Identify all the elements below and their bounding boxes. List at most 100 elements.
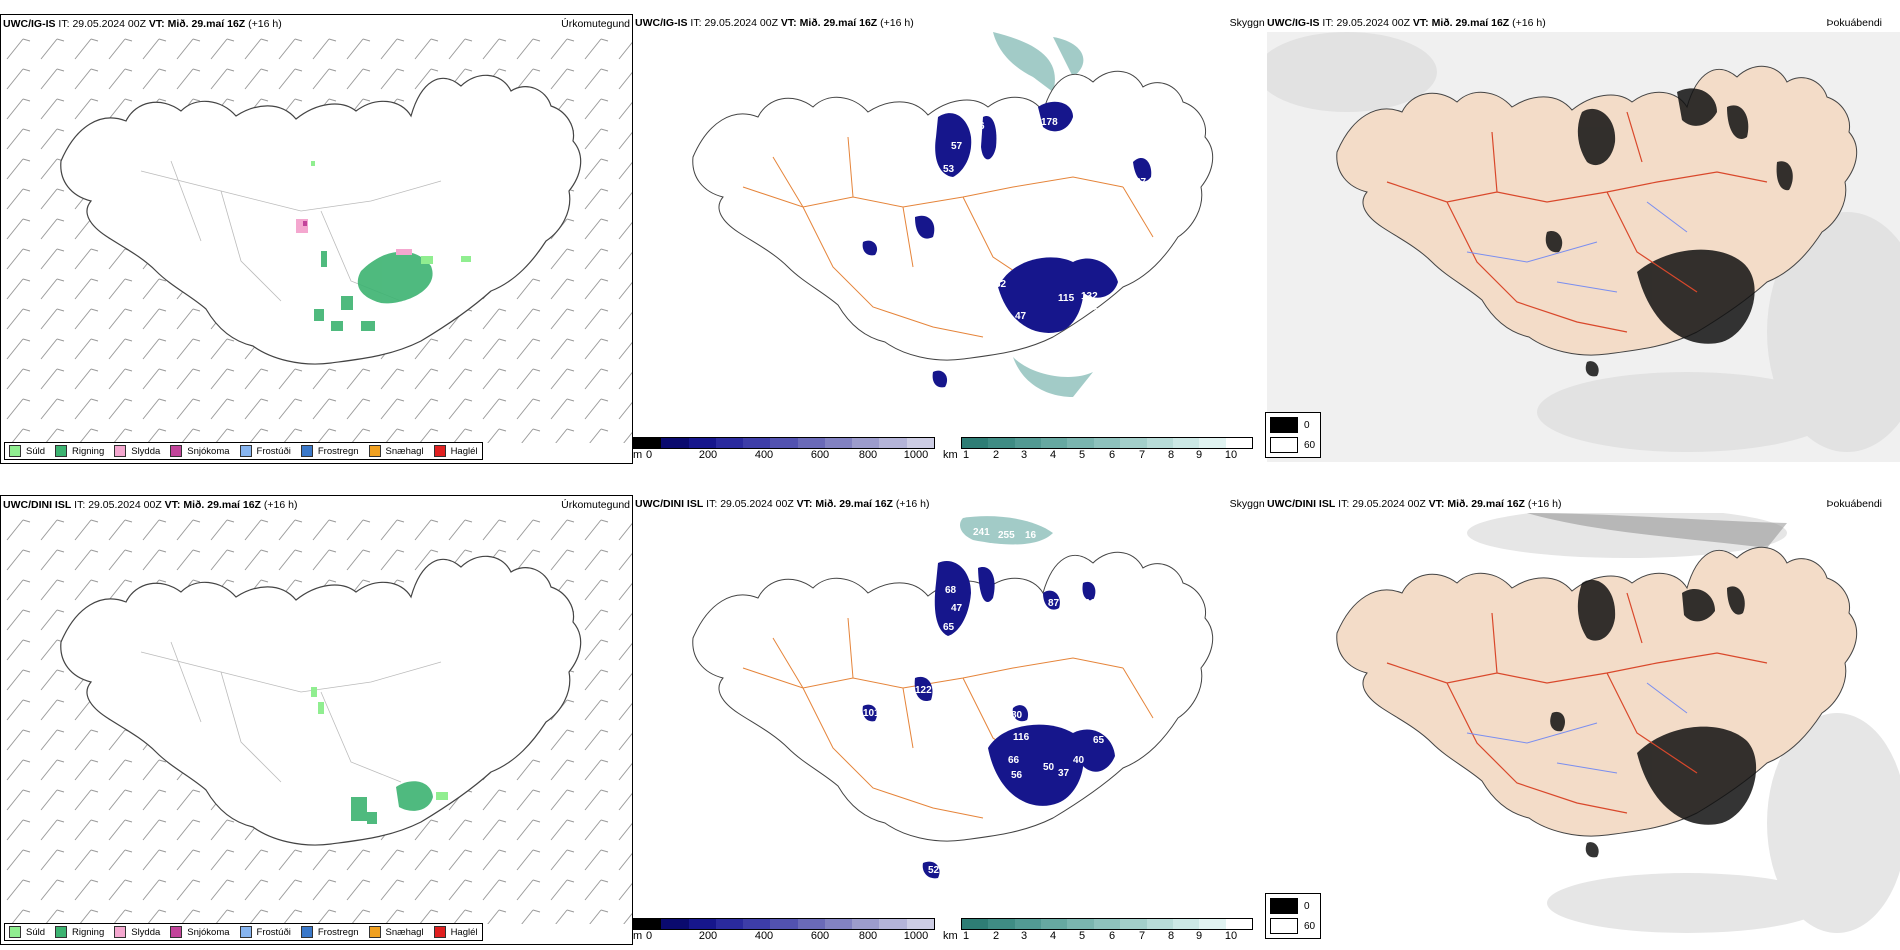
legend-item-haglel: Haglél [433,926,478,938]
cloud-label: 40 [929,392,941,403]
tick-label: 10 [1224,449,1238,461]
precip-map [1,514,632,924]
cloud-label: 16 [1025,77,1037,88]
cloud-label: 31 [911,870,923,881]
cloud-label: 32 [1063,341,1075,352]
colorbar-segment [1225,438,1252,448]
tick-label: 7 [1138,449,1146,461]
tick-label: 6 [1108,449,1116,461]
panel-title: UWC/IG-IS IT: 29.05.2024 00Z VT: Mið. 29… [3,18,282,30]
colorbar-segment [824,919,853,929]
legend-item-snjokoma: Snjókoma [170,926,230,938]
colorbar-segment [1014,919,1042,929]
visibility-ticks: 1 2 3 4 5 6 7 8 9 10 [961,930,1251,944]
legend-swatch [170,926,183,938]
legend-swatch [55,445,68,457]
cloud-label: 66 [1008,755,1020,766]
tick-label: 4 [1049,449,1057,461]
legend-swatch [433,926,446,938]
fog-legend-swatch [1270,918,1298,934]
cloud-label: 47 [1015,311,1027,322]
legend-item-haglel: Haglél [433,445,478,457]
legend-swatch [300,926,313,938]
cloud-label: 6 [971,141,977,152]
fog-panel-row2: UWC/DINI ISL IT: 29.05.2024 00Z VT: Mið.… [1265,495,1900,945]
cloud-label: 39 [1093,307,1105,318]
cloud-label: 101 [863,708,880,719]
legend-swatch [170,445,183,457]
colorbar-segment [879,919,907,929]
cloud-label: 52 [1038,708,1050,719]
legend-item-frostregn: Frostregn [300,926,359,938]
legend-item-sudl: Súld [9,926,45,938]
cloud-label: 116 [1013,732,1030,743]
visibility-label: Skyggni [1229,17,1267,29]
tick-label: 10 [1224,930,1238,942]
cloud-label: 241 [973,527,990,538]
cloud-label: 68 [945,585,957,596]
cloud-label: 178 [1041,117,1058,128]
colorbar-segment [906,919,934,929]
fog-legend-swatch [1270,417,1298,433]
colorbar-segment [1225,919,1252,929]
colorbar-segment [770,919,798,929]
cloud-label: 47 [951,603,963,614]
fog-legend-low: 60 [1270,437,1315,453]
cloud-label: 79 [1033,670,1045,681]
tick-label: 600 [810,930,830,942]
fog-map [1267,32,1900,462]
tick-label: 2 [992,449,1000,461]
fog-legend: 0 60 [1265,893,1321,939]
cloud-label: 56 [1011,770,1023,781]
ceiling-unit: m [633,449,643,461]
legend-item-frostudi: Frostúði [239,445,291,457]
visibility-colorbar [961,918,1253,930]
legend-item-snaehagl: Snæhagl [368,445,424,457]
panel-title: UWC/DINI ISL IT: 29.05.2024 00Z VT: Mið.… [635,498,930,510]
colorbar-segment [1041,919,1068,929]
cloud-label: 53 [943,164,955,175]
fog-panel-row1: UWC/IG-IS IT: 29.05.2024 00Z VT: Mið. 29… [1265,14,1900,464]
colorbar-segment [1067,438,1094,448]
panel-title: UWC/DINI ISL IT: 29.05.2024 00Z VT: Mið.… [3,499,298,511]
visibility-ticks: 1 2 3 4 5 6 7 8 9 10 [961,449,1251,463]
cloud-label: 79 [868,261,880,272]
legend-item-sudl: Súld [9,445,45,457]
fog-legend-swatch [1270,898,1298,914]
colorbar-segment [1172,438,1200,448]
fog-index-label: Þokuábendi [1826,17,1882,29]
tick-label: 7 [1138,930,1146,942]
colorbar-segment [962,438,989,448]
ceiling-panel-row2: UWC/DINI ISL IT: 29.05.2024 00Z VT: Mið.… [633,495,1267,945]
cloud-label: 83 [956,179,968,190]
ceiling-colorbar [633,918,935,930]
cloud-label: 44 [1078,321,1090,332]
cloud-label: 65 [943,622,955,633]
ceiling-map: 241 255 16 68 47 65 26 87 13 122 101 79 … [692,516,1214,881]
legend-item-frostudi: Frostúði [239,926,291,938]
legend-swatch [239,926,252,938]
fog-legend-low: 60 [1270,918,1315,934]
tick-label: 6 [1108,930,1116,942]
cloud-label: 6 [979,121,985,132]
visibility-unit: km [943,930,958,942]
precip-legend: Súld Rigning Slydda Snjókoma Frostúði Fr… [4,923,483,941]
tick-label: 0 [645,930,653,942]
colorbar-segment [634,438,662,448]
cloud-label: 57 [951,141,963,152]
legend-swatch [114,926,127,938]
legend-swatch [55,926,68,938]
colorbar-segment [962,919,989,929]
cloud-label: 68 [1056,708,1068,719]
panel-title: UWC/IG-IS IT: 29.05.2024 00Z VT: Mið. 29… [635,17,914,29]
colorbar-segment [852,438,880,448]
colorbar-segment [1120,438,1147,448]
colorbar-segment [715,438,744,448]
cloud-label: 132 [1081,291,1098,302]
legend-swatch [368,926,381,938]
colorbar-segment [661,919,689,929]
cloud-label: 122 [915,685,932,696]
tick-label: 8 [1167,449,1175,461]
tick-label: 3 [1020,930,1028,942]
panel-title: UWC/IG-IS IT: 29.05.2024 00Z VT: Mið. 29… [1267,17,1546,29]
